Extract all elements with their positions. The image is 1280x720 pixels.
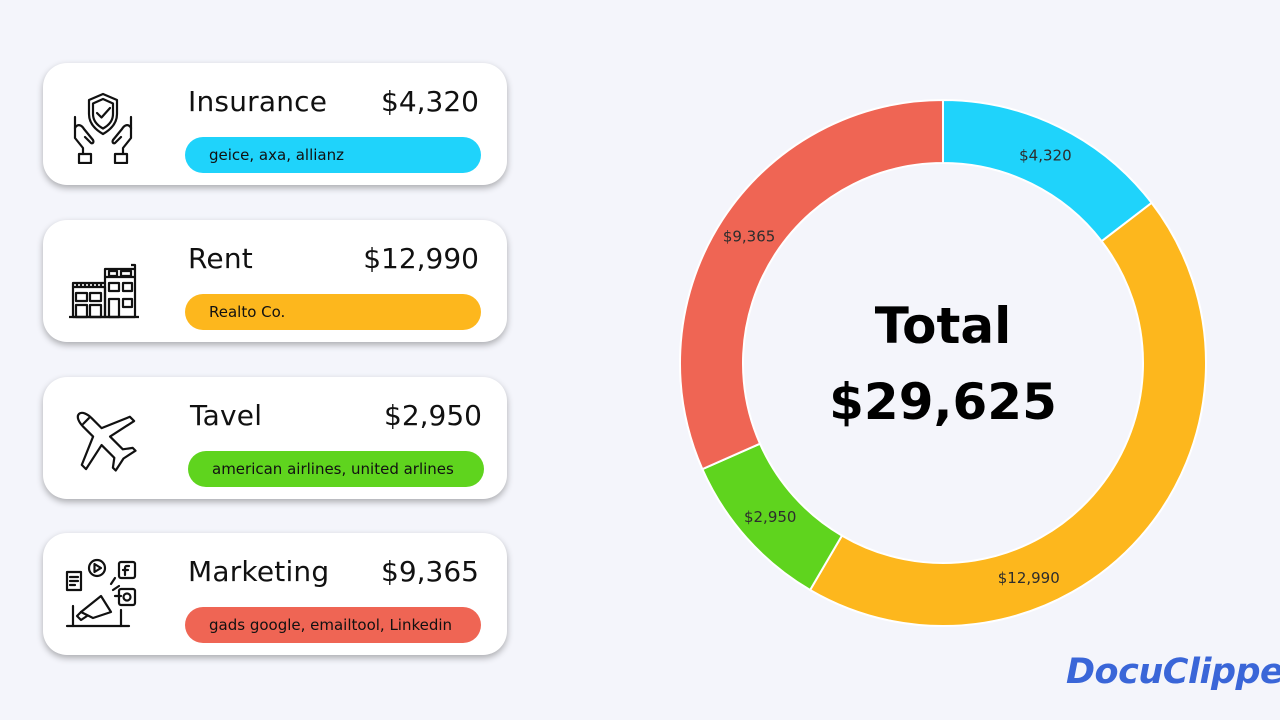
card-amount: $2,950 (384, 399, 482, 432)
card-amount: $12,990 (363, 242, 479, 275)
expense-card-travel: Tavel $2,950 american airlines, united a… (43, 377, 507, 499)
center-title: Total (875, 297, 1012, 355)
airplane-icon (63, 398, 143, 478)
donut-slice-3 (679, 98, 944, 471)
insurance-hands-shield-icon (63, 84, 143, 165)
slice-label-3: $9,365 (723, 228, 776, 246)
card-title: Rent (188, 242, 253, 275)
expense-card-rent: Rent $12,990 Realto Co. (43, 220, 507, 342)
building-icon (63, 241, 143, 321)
expense-card-marketing: Marketing $9,365 gads google, emailtool,… (43, 533, 507, 655)
vendor-pill: Realto Co. (185, 294, 481, 330)
slice-label-2: $2,950 (744, 508, 797, 526)
card-amount: $4,320 (381, 85, 479, 118)
donut-slice-1 (808, 201, 1207, 627)
vendor-pill: american airlines, united arlines (188, 451, 484, 487)
docuclipper-logo: DocuClipper (1066, 652, 1280, 692)
card-title: Insurance (188, 85, 328, 118)
marketing-megaphone-icon (63, 554, 143, 634)
card-amount: $9,365 (381, 555, 479, 588)
card-title: Marketing (188, 555, 330, 588)
donut-slice-0 (942, 98, 1154, 243)
slice-label-0: $4,320 (1019, 146, 1072, 164)
vendor-pill: gads google, emailtool, Linkedin (185, 607, 481, 643)
slice-label-1: $12,990 (998, 569, 1060, 587)
expense-card-insurance: Insurance $4,320 geice, axa, allianz (43, 63, 507, 185)
vendor-pill: geice, axa, allianz (185, 137, 481, 173)
card-title: Tavel (190, 399, 263, 432)
center-value: $29,625 (829, 373, 1057, 431)
